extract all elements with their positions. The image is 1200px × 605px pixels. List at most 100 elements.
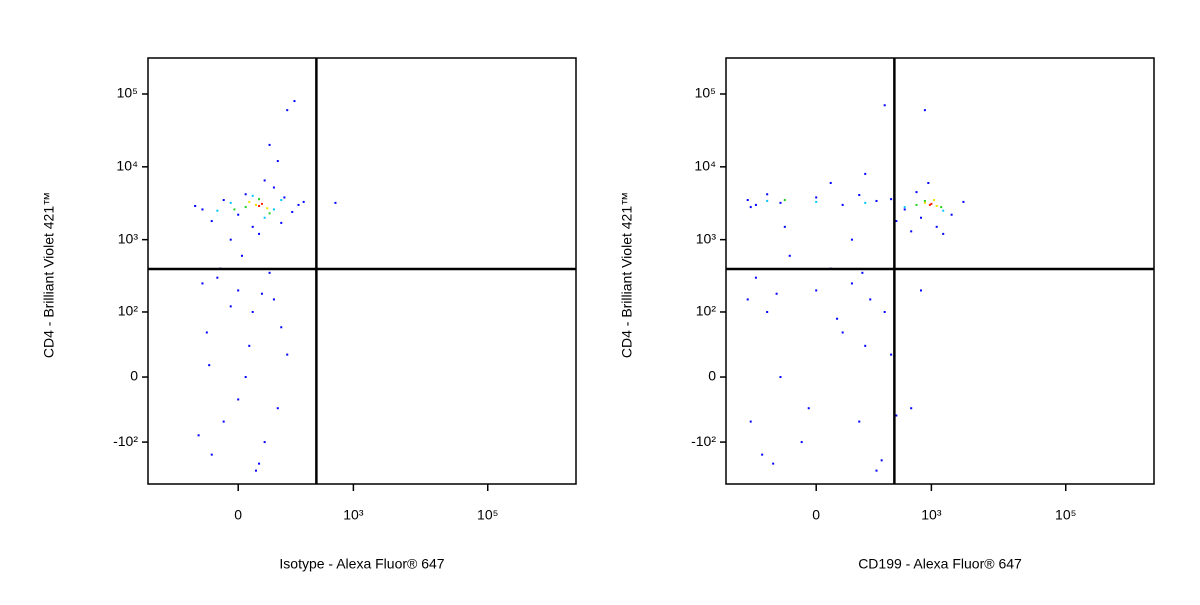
event-dot — [895, 220, 898, 223]
x-tick-label: 0 — [234, 507, 242, 523]
event-dot — [775, 292, 778, 295]
event-dot — [334, 201, 337, 204]
event-dot — [286, 353, 289, 356]
event-dot — [233, 208, 236, 211]
event-dot — [788, 254, 791, 257]
event-dot — [800, 441, 803, 444]
event-dot — [210, 220, 213, 223]
event-dot — [783, 225, 786, 228]
event-dot — [875, 199, 878, 202]
event-dot — [248, 200, 251, 203]
event-dot — [761, 453, 764, 456]
x-tick-label: 10⁵ — [477, 507, 498, 523]
event-dot — [216, 276, 219, 279]
event-dot — [766, 199, 769, 202]
event-dot — [201, 208, 204, 211]
event-dot — [903, 206, 906, 209]
event-dot — [201, 282, 204, 285]
y-tick-label: -10² — [113, 433, 138, 449]
x-tick-label: 0 — [812, 507, 820, 523]
event-dot — [875, 469, 878, 472]
event-dot — [779, 376, 782, 379]
x-tick-label: 10³ — [921, 507, 942, 523]
event-dot — [254, 469, 257, 472]
event-dot — [302, 200, 305, 203]
event-dot — [869, 298, 872, 301]
event-dot — [950, 213, 953, 216]
event-dot — [836, 317, 839, 320]
event-dot — [268, 143, 271, 146]
event-dot — [903, 208, 906, 211]
event-dot — [864, 172, 867, 175]
event-dot — [237, 213, 240, 216]
event-dot — [829, 181, 832, 184]
event-dot — [244, 193, 247, 196]
event-dot — [815, 200, 818, 203]
event-dot — [754, 203, 757, 206]
plot-frame — [725, 57, 1155, 485]
y-tick-label: 10⁵ — [695, 85, 716, 101]
event-dot — [237, 289, 240, 292]
event-dot — [815, 196, 818, 199]
event-dot — [766, 193, 769, 196]
event-dot — [807, 407, 810, 410]
event-dot — [890, 353, 893, 356]
event-dot — [880, 459, 883, 462]
event-dot — [240, 254, 243, 257]
x-axis-label: Isotype - Alexa Fluor® 647 — [279, 556, 444, 572]
event-dot — [890, 198, 893, 201]
y-axis-label: CD4 - Brilliant Violet 421™ — [619, 192, 635, 358]
event-dot — [841, 331, 844, 334]
event-dot — [915, 203, 918, 206]
event-dot — [197, 434, 200, 437]
event-dot — [222, 199, 225, 202]
event-dot — [210, 453, 213, 456]
y-tick-label: 10⁴ — [694, 158, 716, 174]
event-dot — [297, 203, 300, 206]
event-dot — [258, 462, 261, 465]
event-dot — [858, 194, 861, 197]
event-dot — [858, 420, 861, 423]
event-dot — [216, 209, 219, 212]
event-dot — [222, 420, 225, 423]
event-dot — [260, 202, 263, 205]
event-dot — [864, 344, 867, 347]
y-tick-label: 10² — [696, 303, 717, 319]
event-dot — [283, 196, 286, 199]
event-dot — [923, 199, 926, 202]
event-dot — [935, 204, 938, 207]
event-dot — [280, 221, 283, 224]
event-dot — [940, 206, 943, 209]
event-dot — [910, 230, 913, 233]
x-axis-label: CD199 - Alexa Fluor® 647 — [858, 556, 1022, 572]
event-dot — [280, 326, 283, 329]
event-dot — [883, 310, 886, 313]
event-dot — [766, 310, 769, 313]
event-dot — [251, 225, 254, 228]
event-dot — [258, 198, 261, 201]
event-dot — [268, 212, 271, 215]
y-tick-label: -10² — [691, 433, 716, 449]
event-dot — [208, 364, 211, 367]
event-dot — [293, 100, 296, 103]
y-tick-label: 10⁵ — [117, 85, 138, 101]
event-dot — [861, 271, 864, 274]
event-dot — [263, 441, 266, 444]
event-dot — [272, 186, 275, 189]
event-dot — [883, 104, 886, 107]
event-dot — [291, 210, 294, 213]
event-dot — [749, 206, 752, 209]
event-dot — [251, 310, 254, 313]
event-dot — [746, 298, 749, 301]
event-dot — [919, 289, 922, 292]
y-tick-label: 0 — [708, 368, 716, 384]
event-dot — [772, 462, 775, 465]
event-dot — [244, 376, 247, 379]
event-dot — [276, 160, 279, 163]
event-dot — [930, 202, 933, 205]
event-dot — [928, 203, 931, 206]
event-dot — [258, 204, 261, 207]
y-tick-label: 10² — [118, 303, 139, 319]
event-dot — [229, 238, 232, 241]
